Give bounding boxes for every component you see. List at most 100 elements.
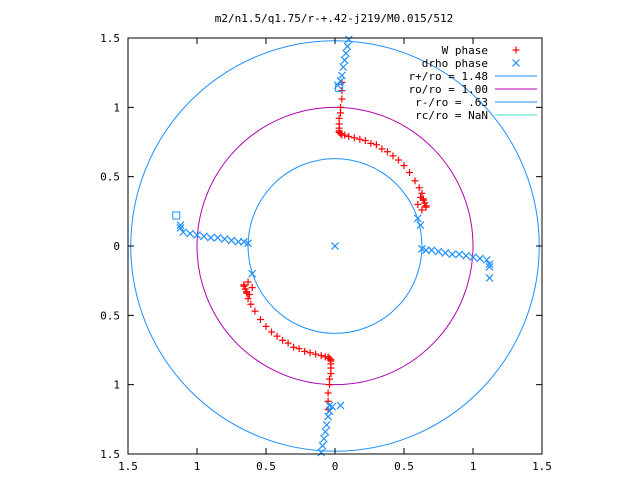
drho-phase-point [339, 63, 348, 72]
marker-d2 [322, 420, 331, 429]
marker-d2 [482, 255, 491, 264]
marker-d2 [434, 247, 443, 256]
drho-phase-point [485, 262, 494, 271]
drho-phase-point [336, 401, 345, 410]
square-marker-1 [172, 211, 181, 220]
w-phase-point [244, 295, 252, 303]
marker-d2 [199, 232, 208, 241]
w-phase-point [306, 349, 314, 357]
marker-d2 [176, 224, 185, 232]
marker-d2 [331, 242, 339, 250]
x-tick-label: 1 [194, 460, 201, 473]
w-phase-point [406, 169, 414, 177]
marker-d2 [239, 237, 248, 246]
w-phase-point [341, 131, 349, 139]
x-axis: 1.5 1 0.5 0 0.5 1 1.5 [118, 38, 552, 473]
w-phase-point [372, 141, 380, 149]
w-phase-point [325, 354, 333, 362]
w-phase-point [394, 156, 402, 164]
y-tick-label: 1 [113, 101, 120, 114]
x-tick-label: 1.5 [118, 460, 138, 473]
drho-phase-point [213, 233, 222, 242]
w-phase-point [251, 307, 259, 315]
w-phase-point [337, 109, 345, 117]
marker-d2 [220, 235, 229, 243]
legend-label: r-/ro = .63 [415, 96, 488, 109]
drho-phase-point [482, 255, 491, 264]
marker-d2 [324, 412, 333, 421]
marker-d2 [422, 246, 431, 255]
w-phase-point [337, 130, 345, 138]
w-phase-point [256, 315, 264, 323]
marker-d2 [336, 401, 345, 410]
drho-phase-point [434, 247, 443, 256]
drho-phase-point [186, 229, 195, 238]
w-phase-point [312, 350, 320, 358]
drho-phase-point [227, 236, 236, 245]
drho-phase-point [318, 441, 327, 450]
y-tick-label: 0.5 [100, 309, 120, 322]
drho-phase-point [193, 230, 201, 239]
w-phase-point [345, 132, 353, 140]
marker-d2 [234, 237, 243, 246]
marker-d2 [206, 233, 215, 242]
w-phase-point [295, 345, 303, 353]
w-phase-point [248, 284, 256, 292]
drho-phase-point [317, 448, 326, 457]
w-phase-point [422, 202, 430, 210]
marker-d2 [176, 221, 185, 230]
drho-phase-point [248, 269, 257, 278]
w-phase-point [262, 322, 270, 330]
w-phase-point [414, 200, 422, 208]
legend-label: rc/ro = NaN [415, 109, 488, 122]
drho-phase-point [331, 242, 339, 250]
marker-d2 [321, 427, 330, 436]
w-phase-point [400, 162, 408, 170]
marker-d2 [337, 71, 346, 80]
x-tick-label: 0.5 [256, 460, 276, 473]
marker-d2 [317, 448, 326, 457]
w-phase-point [361, 137, 369, 145]
w-phase-point [247, 300, 255, 308]
marker-d2 [328, 402, 337, 411]
drho-phase-point [320, 434, 328, 443]
marker-d2 [475, 254, 484, 263]
w-phase-point [411, 177, 419, 185]
w-phase-point [240, 282, 248, 290]
w-phase-point [338, 87, 346, 95]
drho-phase-point [485, 273, 494, 282]
w-phase-point [317, 352, 325, 360]
y-tick-label: 0 [113, 240, 120, 253]
w-phase-point [350, 134, 358, 142]
x-tick-label: 0.5 [394, 460, 414, 473]
drho-phase-point [448, 250, 457, 259]
w-phase-point [415, 184, 423, 192]
drho-phase-point [342, 49, 350, 58]
marker-d2 [462, 251, 471, 260]
w-phase-point [321, 353, 329, 361]
x-tick-label: 1.5 [532, 460, 552, 473]
w-phase-point [418, 206, 426, 214]
marker-d2 [320, 434, 328, 443]
w-phase-point [290, 343, 298, 351]
w-phase-point [279, 336, 287, 344]
marker-d2 [318, 441, 327, 450]
w-phase-point [301, 347, 309, 355]
marker-d2 [469, 253, 477, 262]
drho-phase-point [455, 250, 464, 259]
drho-phase-point [422, 246, 431, 255]
drho-phase-point [179, 228, 188, 237]
marker-d2 [340, 56, 349, 65]
marker-d2 [179, 228, 188, 237]
marker-d2 [418, 244, 426, 253]
marker-d2 [455, 250, 464, 259]
drho-phase-point [485, 260, 494, 268]
marker-d2 [343, 42, 352, 51]
w-phase-point [338, 95, 346, 103]
drho-phase-point [344, 35, 353, 44]
marker-d2 [485, 273, 494, 282]
drho-phase-point [416, 221, 425, 230]
drho-phase-point [199, 232, 208, 241]
marker-d2 [244, 239, 252, 248]
